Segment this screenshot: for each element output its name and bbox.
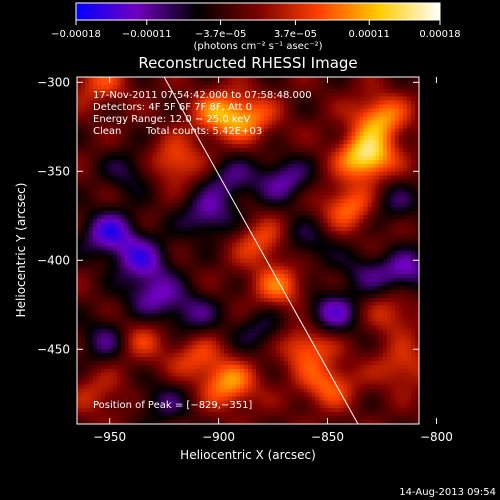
colorbar-tick-label: 0.00018 — [419, 29, 460, 40]
x-axis-label: Heliocentric X (arcsec) — [180, 448, 316, 462]
colorbar-tick-label: 3.7e−05 — [274, 29, 317, 40]
plot-area — [76, 76, 420, 425]
annotation-time-range: 17-Nov-2011 07:54:42.000 to 07:58:48.000 — [93, 90, 312, 101]
chart-title: Reconstructed RHESSI Image — [138, 54, 357, 72]
x-tick-label: −950 — [93, 430, 126, 444]
footer-date: 14-Aug-2013 09:54 — [399, 487, 496, 498]
colorbar — [75, 2, 441, 21]
x-tick-label: −850 — [311, 430, 344, 444]
y-tick-label: −300 — [37, 75, 70, 89]
annotation-energy-range: Energy Range: 12.0 − 25.0 keV — [93, 114, 250, 125]
limb-line — [163, 77, 359, 424]
plot-frame — [76, 76, 420, 425]
colorbar-tick-label: −3.7e−05 — [195, 29, 247, 40]
y-tick-label: −450 — [37, 342, 70, 356]
annotation-total-counts: Total counts: 5.42E+03 — [145, 126, 262, 137]
heatmap-image — [77, 77, 419, 424]
colorbar-tick-label: 0.00011 — [349, 29, 390, 40]
y-tick-label: −400 — [37, 253, 70, 267]
y-axis-label: Heliocentric Y (arcsec) — [14, 183, 28, 318]
colorbar-units: (photons cm⁻² s⁻¹ asec⁻²) — [193, 41, 322, 52]
colorbar-tick-label: −0.00018 — [51, 29, 101, 40]
colorbar-tick-label: −0.00011 — [122, 29, 172, 40]
x-axis-ticks: −950 −900 −850 −800 — [93, 77, 453, 444]
annotation-peak-position: Position of Peak = [−829,−351] — [93, 400, 252, 411]
colorbar-ticks: −0.00018 −0.00011 −3.7e−05 3.7e−05 0.00011 0.… — [51, 20, 461, 40]
annotation-detectors: Detectors: 4F 5F 6F 7F 8F, Att 0 — [93, 102, 252, 113]
y-axis-ticks: −300 −350 −400 −450 — [37, 75, 419, 356]
x-tick-label: −800 — [420, 430, 453, 444]
x-tick-label: −900 — [202, 430, 235, 444]
y-tick-label: −350 — [37, 164, 70, 178]
annotation-method: Clean — [93, 126, 121, 137]
